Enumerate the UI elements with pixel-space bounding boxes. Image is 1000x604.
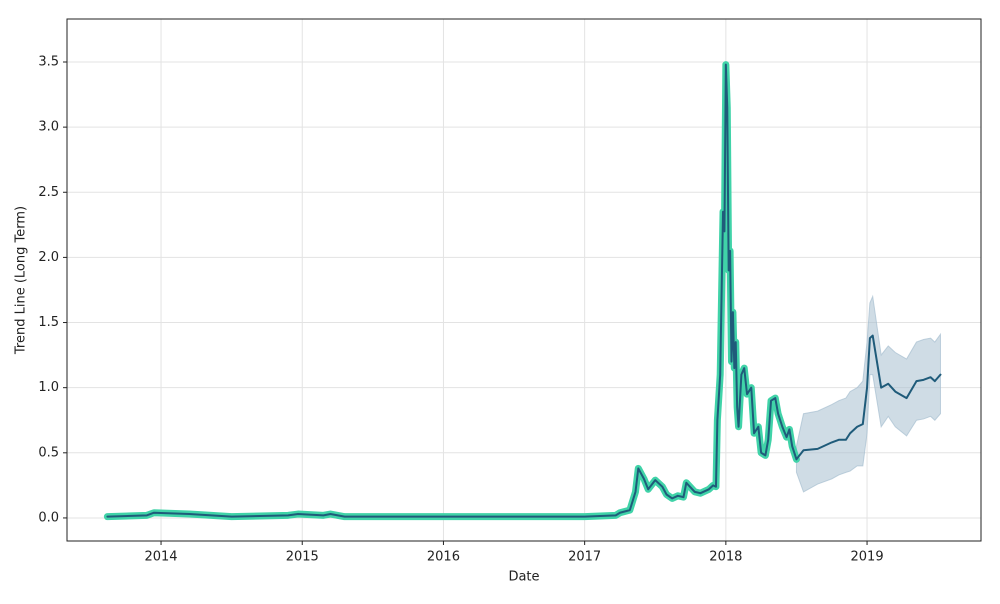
x-tick-label: 2018 bbox=[709, 550, 742, 565]
x-tick-label: 2019 bbox=[851, 550, 884, 565]
y-tick-label: 3.0 bbox=[38, 120, 59, 135]
x-tick-label: 2017 bbox=[568, 550, 601, 565]
x-tick-label: 2015 bbox=[286, 550, 319, 565]
grid bbox=[67, 19, 981, 541]
y-tick-label: 3.5 bbox=[38, 54, 59, 69]
axes: 0.0 0.5 1.0 1.5 2.0 2.5 3.0 3.5 2014 2015 2016 2017… bbox=[38, 54, 883, 564]
y-tick-label: 2.5 bbox=[38, 185, 59, 200]
x-axis-label: Date bbox=[508, 570, 539, 585]
data-line bbox=[106, 63, 942, 518]
x-tick-label: 2016 bbox=[427, 550, 460, 565]
y-tick-label: 1.5 bbox=[38, 315, 59, 330]
x-tick-label: 2014 bbox=[144, 550, 177, 565]
axes-frame bbox=[66, 18, 982, 542]
y-tick-label: 1.0 bbox=[38, 380, 59, 395]
y-axis-label: Trend Line (Long Term) bbox=[14, 206, 29, 355]
y-tick-label: 0.0 bbox=[38, 510, 59, 525]
plot-area bbox=[103, 61, 942, 521]
y-tick-label: 0.5 bbox=[38, 445, 59, 460]
y-tick-label: 2.0 bbox=[38, 250, 59, 265]
